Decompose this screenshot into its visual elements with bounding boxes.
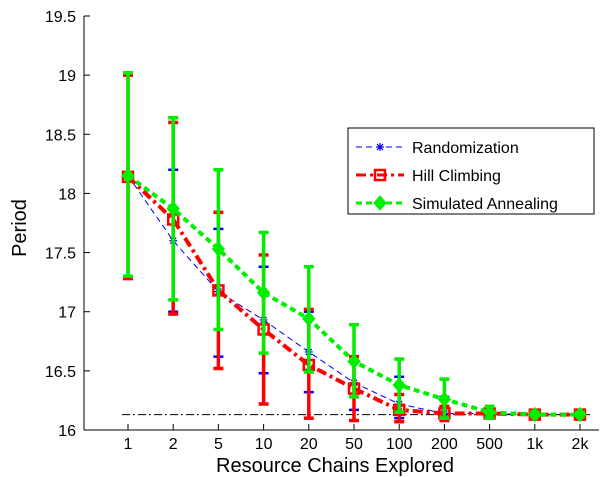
series-simulated-annealing — [121, 71, 587, 423]
x-tick-label: 200 — [431, 436, 458, 453]
marker-stroke — [376, 143, 384, 151]
data-point — [392, 377, 406, 393]
legend-label: Randomization — [412, 140, 519, 157]
x-tick-label: 100 — [386, 436, 413, 453]
data-point — [211, 241, 226, 257]
legend: Randomization Hill Climbing Simulated Anne… — [347, 127, 595, 215]
data-point — [121, 167, 135, 184]
x-axis-title: Resource Chains Explored — [216, 455, 454, 477]
series-layer — [121, 71, 587, 424]
y-tick-label: 19 — [58, 68, 76, 85]
data-point — [256, 285, 271, 301]
data-point — [528, 406, 542, 423]
y-tick-label: 19.5 — [45, 9, 76, 26]
legend-marker — [373, 195, 387, 211]
y-axis-title: Period — [9, 199, 31, 257]
x-tick-label: 5 — [214, 436, 223, 453]
x-tick-label: 2k — [572, 436, 590, 453]
x-tick-label: 1k — [526, 436, 544, 453]
data-point — [482, 404, 497, 421]
x-tick-label: 20 — [300, 436, 318, 453]
y-tick-label: 16.5 — [45, 364, 76, 381]
x-tick-label: 50 — [345, 436, 363, 453]
y-tick-label: 18.5 — [45, 127, 76, 144]
ticks-layer: 16 16.5 17 17.5 18 18.5 19 19.5 1 2 5 10 20 50 100 200 5… — [45, 9, 590, 453]
legend-label: Simulated Annealing — [412, 196, 558, 213]
legend-label: Hill Climbing — [412, 168, 501, 185]
legend-marker — [376, 143, 384, 151]
x-tick-label: 10 — [255, 436, 273, 453]
legend-box — [347, 127, 595, 215]
data-point — [347, 353, 361, 370]
legend-marker — [373, 168, 387, 182]
plot-area — [83, 16, 599, 431]
data-point — [166, 201, 180, 217]
y-tick-label: 17 — [58, 305, 76, 322]
x-tick-label: 1 — [124, 436, 133, 453]
data-point — [573, 406, 587, 423]
x-tick-label: 2 — [169, 436, 178, 453]
x-tick-label: 500 — [476, 436, 503, 453]
data-point — [302, 311, 316, 327]
y-tick-label: 16 — [58, 423, 76, 440]
y-tick-label: 18 — [58, 186, 76, 203]
data-point — [437, 391, 452, 408]
y-tick-label: 17.5 — [45, 246, 76, 263]
